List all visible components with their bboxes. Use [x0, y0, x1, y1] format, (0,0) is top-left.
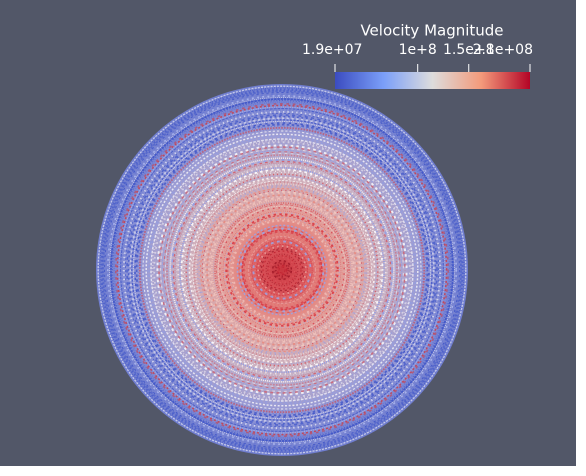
colorbar-title: Velocity Magnitude: [360, 22, 503, 40]
colorbar-tick-label: 2.1e+08: [473, 42, 533, 58]
colorbar: [335, 72, 530, 89]
page: Velocity Magnitude 1.9e+071e+81.5e+82.1e…: [0, 0, 586, 476]
render-view: Velocity Magnitude 1.9e+071e+81.5e+82.1e…: [0, 0, 586, 476]
particle-disk: [96, 84, 468, 456]
colorbar-tick-label: 1e+8: [399, 42, 437, 58]
colorbar-tick-label: 1.9e+07: [302, 42, 362, 58]
